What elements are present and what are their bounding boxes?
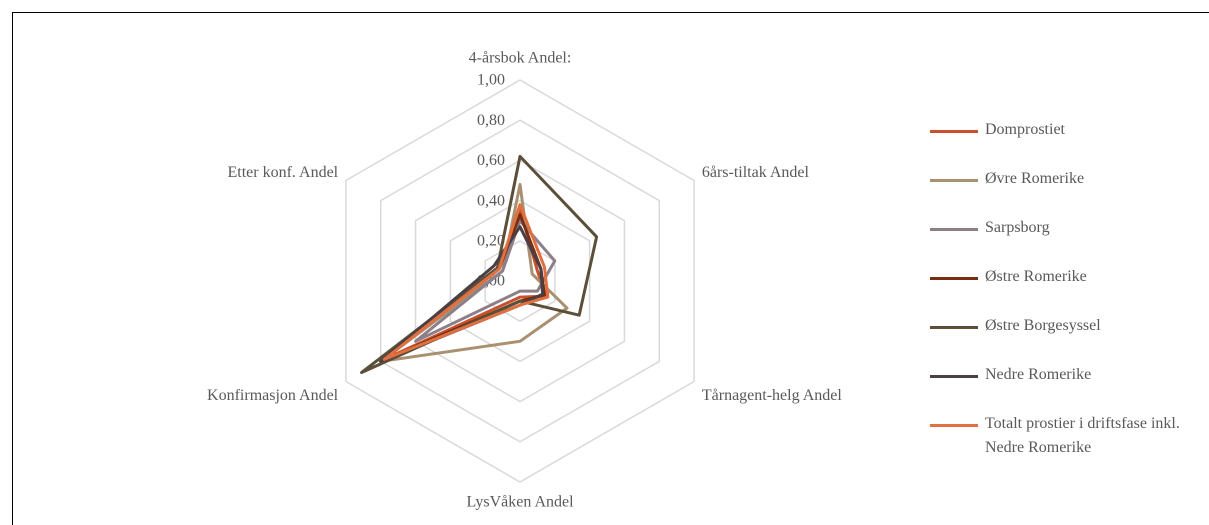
legend-label: Totalt prostier i driftsfase inkl. Nedre… [985,415,1180,456]
axis-label: 4-årsbok Andel: [469,50,572,67]
legend-swatch [930,326,978,329]
legend-item: Nedre Romerike [930,363,1209,412]
legend-swatch [930,424,978,427]
legend-label: Domprostiet [985,121,1065,138]
r-tick-label: 0,20 [477,232,505,249]
axis-label: Konfirmasjon Andel [207,387,339,404]
legend-label: Østre Borgesyssel [985,317,1101,334]
axis-label: 6års-tiltak Andel [702,164,810,181]
r-tick-label: 0,80 [477,112,505,129]
legend-label: Nedre Romerike [985,366,1092,383]
legend-swatch [930,179,978,182]
grid-ring [379,119,661,443]
grid-ring [414,159,626,403]
grid-ring [449,199,591,363]
r-tick-label: 0,60 [477,152,505,169]
legend-label: Sarpsborg [985,219,1050,236]
axis-label: Etter konf. Andel [227,164,338,181]
legend-label: Øvre Romerike [985,170,1085,187]
legend-item: Øvre Romerike [930,167,1209,216]
axis-label: Tårnagent-helg Andel [702,387,843,404]
r-tick-label: 0,40 [477,192,505,209]
frame [12,12,1209,525]
legend-swatch [930,375,978,378]
legend-item: Østre Romerike [930,265,1209,314]
radar-line [414,219,557,343]
legend-item: Østre Borgesyssel [930,314,1209,363]
axis-label: LysVåken Andel [466,494,574,511]
legend-item: Domprostiet [930,118,1209,167]
legend-swatch [930,228,978,231]
grid-ring [345,79,695,483]
radar-line [382,203,550,361]
legend-item: Sarpsborg [930,216,1209,265]
legend: Domprostiet Øvre Romerike Sarpsborg Østre R… [930,118,1209,461]
legend-label: Østre Romerike [985,268,1087,285]
legend-swatch [930,277,978,280]
r-tick-label: 1,00 [477,72,505,89]
radar-line [360,154,599,374]
legend-item: Totalt prostier i driftsfase inkl. Nedre… [930,412,1209,461]
legend-swatch [930,130,978,133]
